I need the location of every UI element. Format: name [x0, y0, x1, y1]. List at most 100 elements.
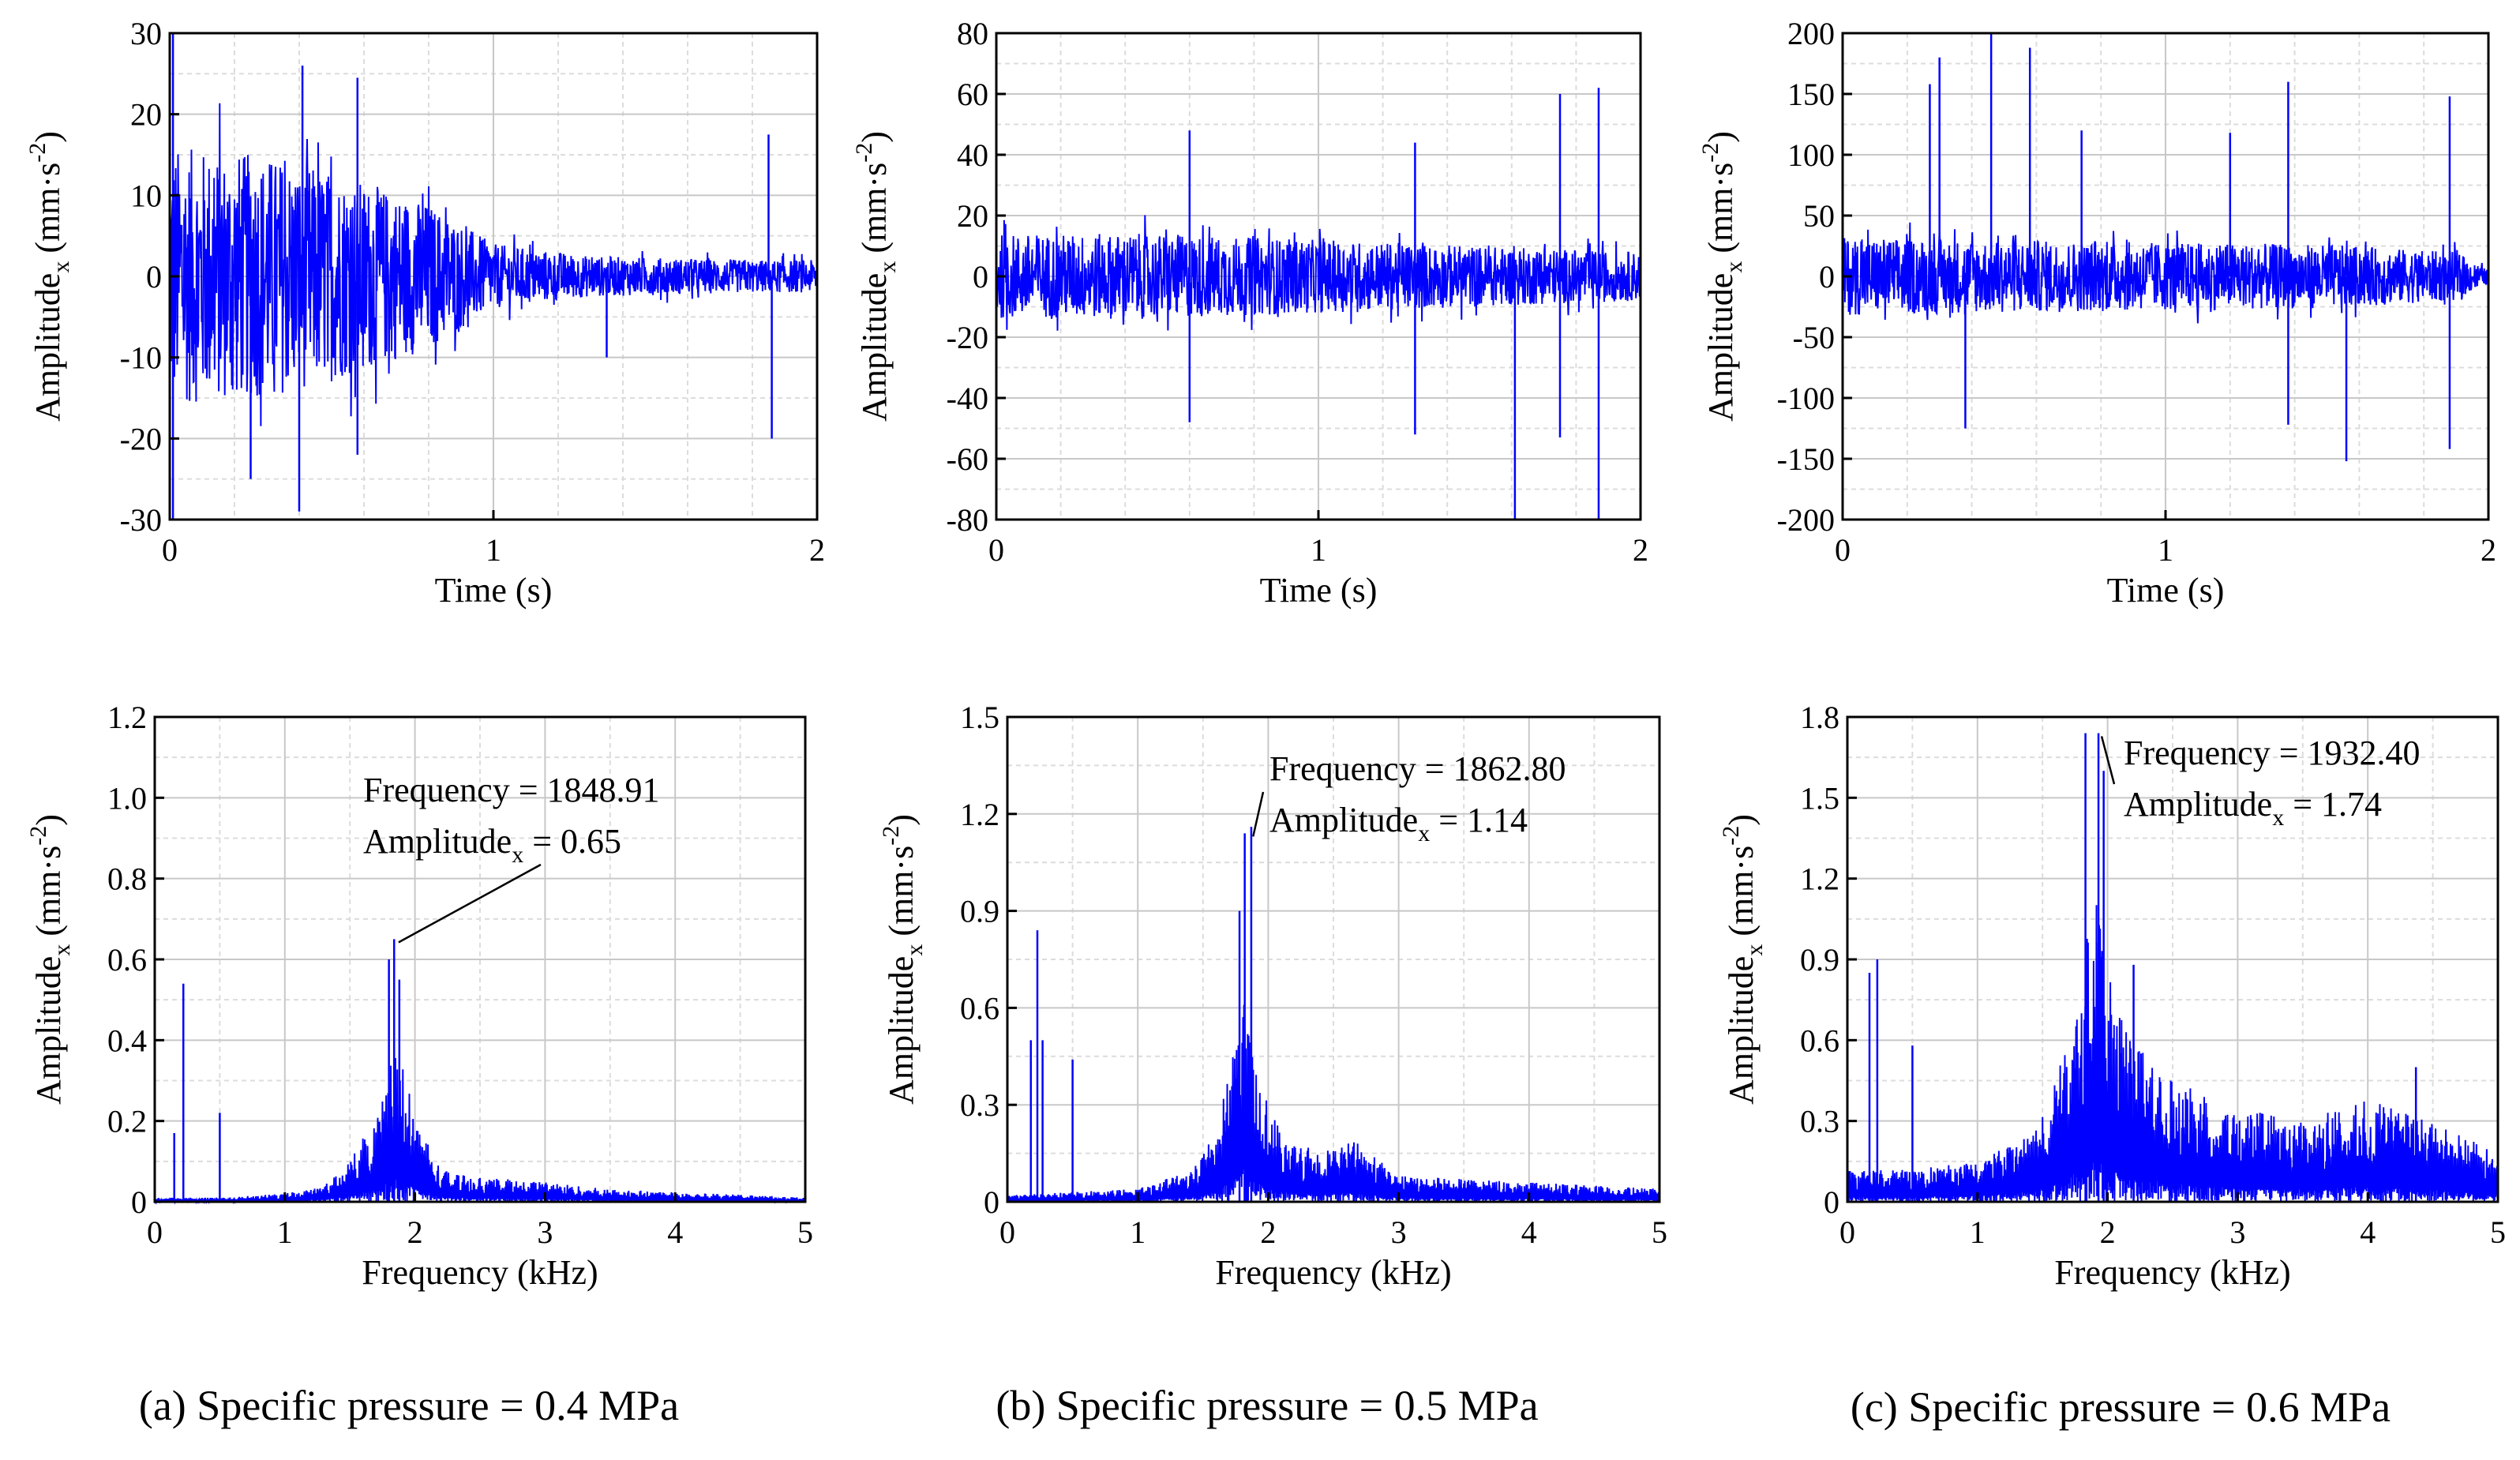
x-tick-label: 3 [537, 1214, 553, 1250]
y-label-unit: (mm·s [882, 846, 921, 936]
y-label-base: Amplitude [855, 273, 894, 422]
y-label-close: ) [855, 131, 894, 143]
y-tick-label: -20 [120, 421, 162, 456]
x-tick-label: 2 [809, 532, 825, 568]
y-tick-label: 80 [957, 16, 988, 51]
y-tick-label: 1.0 [107, 780, 147, 816]
y-tick-label: 0.6 [1800, 1023, 1839, 1058]
x-axis-label: Time (s) [2107, 571, 2225, 610]
annotation-amplitude-subscript: x [512, 842, 523, 868]
x-tick-label: 1 [2158, 532, 2173, 568]
annotation-leader-line [398, 863, 542, 944]
x-tick-label: 2 [1633, 532, 1648, 568]
x-tick-label: 5 [797, 1214, 813, 1250]
y-tick-label: 150 [1787, 77, 1835, 112]
signal-trace [1007, 1004, 1660, 1203]
peak-annotation: Frequency = 1862.80 Amplitudex = 1.14 [1252, 749, 1566, 846]
x-axis-label: Frequency (kHz) [2054, 1253, 2290, 1292]
y-axis-label: Amplitudex (mm·s-2) [851, 131, 901, 422]
y-tick-label: 0 [1819, 259, 1835, 295]
x-axis-label: Frequency (kHz) [1215, 1253, 1451, 1292]
y-tick-label: 0 [973, 259, 988, 295]
signal-trace [996, 215, 1641, 331]
annotation-leader-line [1252, 791, 1265, 837]
signal-trace [1847, 905, 2499, 1203]
y-tick-label: 50 [1803, 198, 1835, 234]
chart-c-time: 0 1 2 -200 -150 -100 -50 0 50 100 150 200 Time (s) Am… [1697, 16, 2496, 610]
x-tick-label: 2 [2481, 532, 2496, 568]
y-tick-label: -100 [1777, 381, 1835, 416]
annotation-amplitude-subscript: x [1418, 820, 1430, 846]
chart-a-time: 0 1 2 -30 -20 -10 0 10 20 30 Time (s) Amplitudex (mm… [24, 16, 825, 610]
annotation-amplitude: Amplitudex = 1.14 [1269, 801, 1528, 846]
y-tick-label: 20 [957, 198, 988, 234]
y-axis-label: Amplitudex (mm·s-2) [24, 131, 74, 422]
y-tick-label: 0.4 [107, 1023, 147, 1058]
x-tick-label: 2 [1260, 1214, 1276, 1250]
y-tick-label: -10 [120, 340, 162, 376]
x-axis-label: Time (s) [435, 571, 553, 610]
x-tick-label: 1 [1130, 1214, 1146, 1250]
y-label-subscript: x [875, 261, 901, 273]
y-tick-label: 1.2 [960, 797, 999, 832]
y-tick-label: 100 [1787, 137, 1835, 173]
y-label-close: ) [1722, 814, 1761, 826]
chart-b-time: 0 1 2 -80 -60 -40 -20 0 20 40 60 80 Time (s) Amplitud… [851, 16, 1648, 610]
y-tick-label: 0.6 [107, 942, 147, 978]
y-tick-label: 0.2 [107, 1104, 147, 1139]
x-axis-label: Frequency (kHz) [362, 1253, 598, 1292]
y-label-subscript: x [48, 261, 74, 273]
x-tick-label: 1 [486, 532, 501, 568]
y-tick-label: 40 [957, 137, 988, 173]
y-tick-label: 30 [130, 16, 162, 51]
annotation-frequency: Frequency = 1848.91 [363, 771, 660, 809]
panel-caption-c: (c) Specific pressure = 0.6 MPa [1851, 1383, 2391, 1431]
y-label-unit: (mm·s [855, 163, 894, 253]
annotation-leader-line [2100, 736, 2116, 785]
plot-frame [1006, 715, 1661, 1203]
annotation-frequency: Frequency = 1862.80 [1269, 749, 1566, 788]
y-tick-label: -20 [947, 320, 988, 355]
y-tick-label: 1.8 [1800, 700, 1839, 735]
y-axis-label: Amplitudex (mm·s-2) [1697, 131, 1747, 422]
panel-caption-a: (a) Specific pressure = 0.4 MPa [139, 1382, 679, 1429]
annotation-amplitude-base: Amplitude [363, 822, 512, 861]
y-label-base: Amplitude [1701, 273, 1740, 422]
y-tick-label: 0 [984, 1184, 999, 1220]
y-tick-label: 10 [130, 178, 162, 213]
y-label-base: Amplitude [29, 956, 68, 1105]
y-label-subscript: x [1721, 261, 1747, 273]
annotation-amplitude: Amplitudex = 1.74 [2124, 785, 2382, 831]
y-tick-label: 1.5 [960, 700, 999, 735]
annotation-frequency: Frequency = 1932.40 [2124, 734, 2421, 772]
annotation-amplitude-base: Amplitude [2124, 785, 2272, 824]
y-tick-label: -60 [947, 441, 988, 477]
x-tick-label: 4 [2360, 1214, 2376, 1250]
y-label-superscript: -2 [851, 143, 877, 163]
annotation-amplitude-base: Amplitude [1269, 801, 1418, 839]
y-tick-label: 0.8 [107, 861, 147, 897]
y-label-close: ) [882, 814, 921, 826]
x-tick-label: 0 [1835, 532, 1851, 568]
y-label-base: Amplitude [1722, 956, 1761, 1105]
y-label-unit: (mm·s [1722, 846, 1761, 936]
y-tick-label: 0 [1824, 1184, 1839, 1220]
chart-c-frequency: 0 1 2 3 4 5 0 0.3 0.6 0.9 1.2 1.5 1.8 Frequency (kHz)… [1718, 700, 2506, 1292]
annotation-amplitude-subscript: x [2272, 805, 2284, 831]
y-label-subscript: x [49, 944, 75, 956]
y-tick-label: 0.3 [1800, 1104, 1839, 1139]
y-tick-label: 1.5 [1800, 780, 1839, 816]
chart-b-frequency: 0 1 2 3 4 5 0 0.3 0.6 0.9 1.2 1.5 Frequency (kHz) Amp… [878, 700, 1667, 1292]
y-tick-label: -50 [1793, 320, 1835, 355]
y-label-close: ) [29, 814, 68, 826]
x-tick-label: 1 [1311, 532, 1326, 568]
y-tick-label: 1.2 [1800, 861, 1839, 897]
y-tick-label: -150 [1777, 441, 1835, 477]
x-tick-label: 0 [999, 1214, 1015, 1250]
y-tick-label: 200 [1787, 16, 1835, 51]
y-label-superscript: -2 [25, 826, 51, 846]
y-label-unit: (mm·s [1701, 163, 1740, 253]
x-tick-label: 2 [407, 1214, 423, 1250]
x-tick-label: 0 [147, 1214, 163, 1250]
x-tick-label: 0 [988, 532, 1004, 568]
